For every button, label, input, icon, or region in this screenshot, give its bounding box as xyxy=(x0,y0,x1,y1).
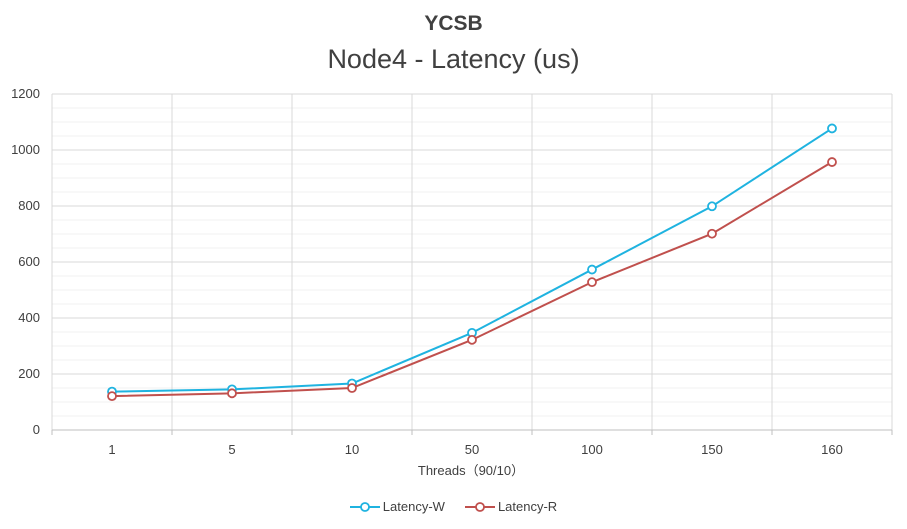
legend-item: Latency-W xyxy=(349,499,445,514)
x-axis-label: Threads（90/10） xyxy=(418,463,524,478)
data-point xyxy=(827,157,837,167)
legend-swatch xyxy=(349,501,380,512)
data-point xyxy=(467,334,477,345)
legend-label: Latency-R xyxy=(497,499,558,514)
legend-swatch xyxy=(464,501,495,512)
x-tick-label: 150 xyxy=(701,442,723,457)
x-tick-label: 50 xyxy=(465,442,479,457)
series-layer xyxy=(107,123,837,402)
data-point xyxy=(707,201,717,212)
data-point xyxy=(707,228,717,239)
axes: 0 200 400 600 800 1000 1200 1 5 10 50 100 150 160 xyxy=(11,86,893,457)
y-tick-label: 800 xyxy=(18,198,40,213)
x-tick-label: 10 xyxy=(345,442,359,457)
y-tick-label: 1200 xyxy=(11,86,40,101)
data-point xyxy=(347,383,357,393)
data-point xyxy=(827,123,837,134)
series-line-latency-w xyxy=(111,127,833,393)
x-tick-label: 160 xyxy=(821,442,843,457)
data-point xyxy=(587,264,597,275)
y-tick-label: 200 xyxy=(18,366,40,381)
x-tick-label: 100 xyxy=(581,442,603,457)
chart-subtitle: Node4 - Latency (us) xyxy=(327,44,580,74)
legend-item: Latency-R xyxy=(464,499,558,514)
legend: Latency-W Latency-R xyxy=(0,499,907,514)
grid xyxy=(51,93,893,431)
x-tick-label: 5 xyxy=(228,442,235,457)
y-tick-label: 0 xyxy=(33,422,40,437)
data-point xyxy=(587,277,597,288)
y-tick-label: 600 xyxy=(18,254,40,269)
x-tick-label: 1 xyxy=(108,442,115,457)
y-tick-label: 400 xyxy=(18,310,40,325)
legend-label: Latency-W xyxy=(382,499,445,514)
data-point xyxy=(107,391,117,402)
series-line-latency-r xyxy=(111,161,833,398)
y-tick-label: 1000 xyxy=(11,142,40,157)
data-point xyxy=(227,388,237,399)
chart-title: YCSB xyxy=(424,12,483,35)
